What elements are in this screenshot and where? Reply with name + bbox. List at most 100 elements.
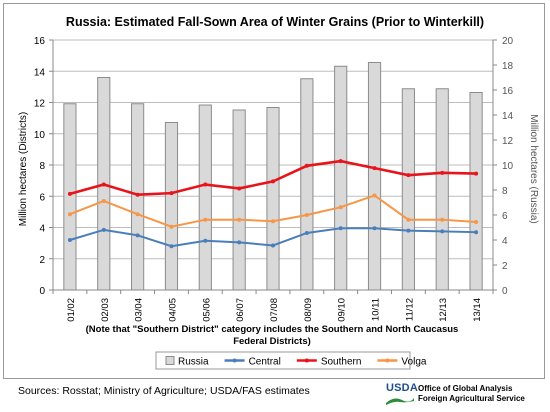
y-left-tick-label: 4: [39, 224, 45, 235]
usda-logo-word: USDA: [386, 382, 418, 394]
point-volga: [372, 193, 377, 198]
x-tick-label: 08/09: [303, 298, 314, 322]
x-tick-label: 06/07: [235, 298, 246, 322]
y-left-tick-label: 10: [34, 130, 46, 141]
bar-russia: [63, 103, 77, 291]
bar-russia: [232, 109, 246, 291]
y-right-tick-label: 4: [502, 236, 508, 247]
point-southern: [135, 192, 140, 197]
x-tick-label: 01/02: [66, 298, 77, 322]
y-right-tick-label: 0: [502, 286, 508, 297]
usda-swoosh-icon: [386, 398, 414, 405]
y-right-tick-label: 8: [502, 186, 508, 197]
point-volga: [338, 205, 343, 210]
bar-russia: [131, 103, 145, 291]
point-central: [237, 240, 242, 245]
chart-title: Russia: Estimated Fall-Sown Area of Wint…: [66, 15, 484, 29]
y-right-tick-label: 12: [502, 136, 514, 147]
point-southern: [304, 163, 309, 168]
legend-marker-southern: [304, 358, 309, 363]
point-central: [372, 226, 377, 231]
point-central: [474, 230, 479, 235]
bar-russia: [469, 92, 483, 291]
y-left-tick-label: 6: [39, 192, 45, 203]
office-name: Office of Global Analysis Foreign Agricu…: [418, 384, 525, 404]
bar-russia: [300, 78, 314, 291]
point-southern: [440, 170, 445, 175]
point-central: [406, 228, 411, 233]
bar-russia: [334, 65, 348, 291]
point-volga: [474, 220, 479, 225]
point-central: [135, 233, 140, 238]
x-tick-label: 02/03: [100, 298, 111, 322]
point-central: [440, 229, 445, 234]
bar-russia: [401, 88, 415, 291]
y-right-tick-label: 18: [502, 61, 514, 72]
y-right-tick-label: 10: [502, 161, 514, 172]
bar-russia: [435, 88, 449, 291]
y-right-tick-label: 16: [502, 86, 514, 97]
legend-label-volga: Volga: [401, 357, 426, 368]
y-axis-left-label: Million hectares (Districts): [18, 112, 29, 226]
legend-label-southern: Southern: [321, 357, 362, 368]
y-left-tick-label: 0: [39, 286, 45, 297]
x-tick-label: 09/10: [337, 298, 348, 322]
point-southern: [474, 171, 479, 176]
legend-marker-volga: [385, 358, 390, 363]
legend-box: [155, 351, 411, 370]
point-volga: [203, 217, 208, 222]
point-volga: [271, 219, 275, 224]
sources-text: Sources: Rosstat; Ministry of Agricultur…: [18, 385, 310, 397]
point-southern: [372, 166, 377, 171]
legend-label-russia: Russia: [178, 357, 209, 368]
point-southern: [101, 182, 106, 187]
x-tick-label: 04/05: [167, 298, 178, 322]
y-left-tick-label: 12: [34, 99, 46, 110]
x-tick-label: 12/13: [438, 298, 449, 322]
chart-frame: Russia: Estimated Fall-Sown Area of Wint…: [3, 3, 545, 379]
y-right-tick-label: 6: [502, 211, 508, 222]
usda-logo: USDA: [386, 382, 418, 405]
point-volga: [304, 213, 309, 217]
x-tick-label: 07/08: [269, 298, 280, 322]
point-volga: [237, 217, 242, 222]
office-name-line1: Office of Global Analysis: [418, 384, 513, 393]
chart-note: (Note that "Southern District" category …: [86, 324, 459, 335]
point-central: [67, 238, 72, 242]
chart-note-continued: Federal Districts): [233, 336, 311, 347]
legend-swatch-russia: [165, 356, 175, 365]
point-central: [304, 230, 309, 235]
y-left-tick-label: 8: [39, 161, 45, 172]
point-southern: [406, 173, 411, 178]
point-southern: [203, 182, 208, 187]
point-volga: [67, 212, 72, 217]
y-right-tick-label: 20: [502, 36, 514, 47]
point-southern: [271, 179, 275, 184]
point-southern: [237, 186, 242, 191]
point-volga: [169, 224, 174, 229]
usda-fas-branding: USDA Office of Global Analysis Foreign A…: [386, 382, 546, 407]
legend: Russia Central Southern Volga: [155, 351, 427, 370]
point-central: [271, 243, 275, 248]
y-left-tick-label: 16: [34, 36, 46, 47]
y-left-tick-label: 2: [39, 255, 45, 266]
legend-label-central: Central: [249, 357, 281, 368]
y-left-tick-label: 14: [34, 67, 46, 78]
bar-russia: [367, 62, 382, 291]
office-name-line2: Foreign Agricultural Service: [418, 394, 525, 403]
x-tick-label: 05/06: [201, 298, 212, 322]
point-volga: [406, 217, 411, 222]
plot-area: 0 2 4 6 8 10 12 14 16 0 2 4 6 8 10 12 14 16 18 20 01/02 02/03…: [34, 36, 514, 322]
chart: Russia: Estimated Fall-Sown Area of Wint…: [18, 15, 539, 370]
point-volga: [135, 212, 140, 217]
point-southern: [169, 191, 174, 196]
x-tick-label: 13/14: [472, 298, 483, 322]
point-volga: [440, 217, 445, 222]
y-right-tick-label: 2: [502, 261, 508, 272]
bar-russia: [164, 122, 179, 291]
x-tick-label: 03/04: [134, 298, 145, 322]
bar-russia: [198, 104, 212, 291]
bar-russia: [266, 107, 280, 291]
point-central: [101, 227, 106, 232]
y-right-tick-label: 14: [502, 111, 514, 122]
